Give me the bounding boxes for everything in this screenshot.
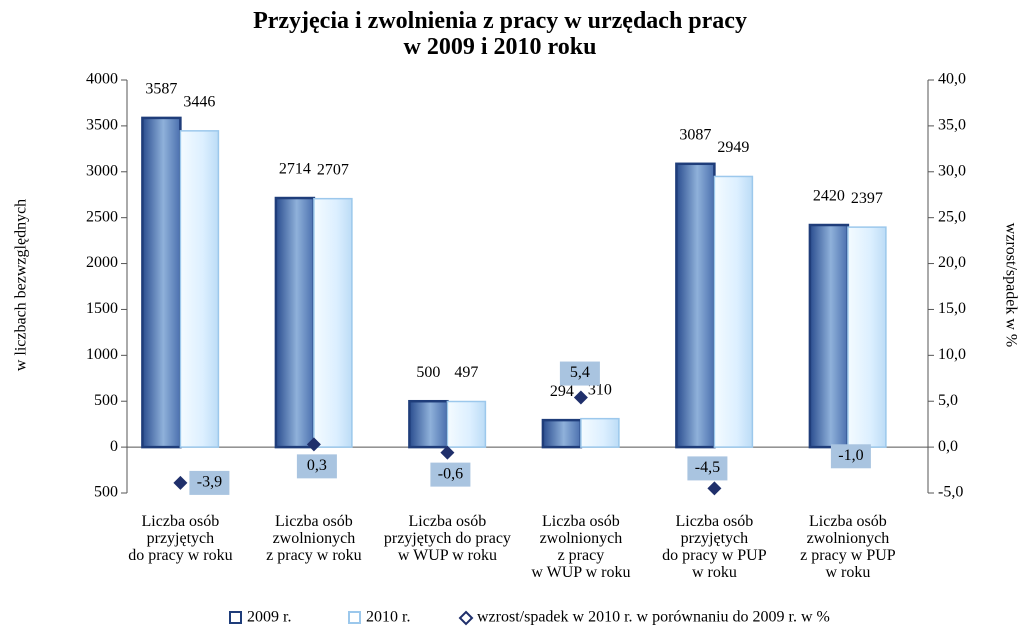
value-label-box xyxy=(296,454,337,479)
bar xyxy=(446,400,487,448)
bar-label: 2707 xyxy=(317,161,349,178)
y-tick-label: 1000 xyxy=(86,346,118,363)
diamond-marker xyxy=(173,475,188,490)
y2-tick-label: 10,0 xyxy=(938,346,966,363)
legend-swatch xyxy=(229,611,242,624)
bar xyxy=(675,162,716,449)
y-tick-label: 4000 xyxy=(86,71,118,88)
y2-tick-label: 30,0 xyxy=(938,162,966,179)
bar xyxy=(141,116,182,449)
diamond-marker xyxy=(707,481,722,496)
value-label: 0,3 xyxy=(307,457,327,474)
bar-label: 310 xyxy=(588,381,612,398)
value-label: -0,6 xyxy=(438,465,463,482)
y-axis-label: w liczbach bezwzględnych xyxy=(13,199,30,371)
diamond-marker xyxy=(306,437,321,452)
y-tick-label: 1500 xyxy=(86,300,118,317)
value-label: -4,5 xyxy=(695,459,720,476)
y-tick-label: 2500 xyxy=(86,208,118,225)
y2-tick-label: 40,0 xyxy=(938,71,966,88)
bar xyxy=(274,196,316,449)
value-label-box xyxy=(830,444,871,469)
value-label: -1,0 xyxy=(838,447,863,464)
y2-tick-label: 25,0 xyxy=(938,208,966,225)
legend-swatch xyxy=(348,611,361,624)
value-label-box xyxy=(430,462,471,487)
bar xyxy=(847,226,887,448)
bar-label: 3087 xyxy=(679,126,711,143)
y-tick-label: 500 xyxy=(94,392,118,409)
y-tick-label: 500 xyxy=(94,484,118,501)
bar xyxy=(580,417,620,448)
y2-tick-label: 20,0 xyxy=(938,254,966,271)
bar-label: 497 xyxy=(454,364,478,381)
bar-label: 2949 xyxy=(717,139,749,156)
value-label: 5,4 xyxy=(570,364,590,381)
bar-label: 2714 xyxy=(279,161,311,178)
y2-tick-label: 35,0 xyxy=(938,117,966,134)
bar xyxy=(713,175,754,448)
diamond-marker xyxy=(573,390,588,405)
chart-title: Przyjęcia i zwolnienia z pracy w urzędac… xyxy=(253,8,747,60)
y2-axis-label: wzrost/spadek w % xyxy=(1002,223,1019,347)
value-label-box xyxy=(189,470,230,495)
x-tick-label: Liczba osób przyjętych do pracy w roku xyxy=(128,513,232,564)
x-tick-label: Liczba osób zwolnionych z pracy w PUP w rok… xyxy=(800,513,896,581)
bar xyxy=(541,418,583,449)
y2-tick-label: -5,0 xyxy=(938,484,963,501)
y-tick-label: 3000 xyxy=(86,162,118,179)
legend-label: wzrost/spadek w 2010 r. w porównaniu do … xyxy=(477,609,830,626)
y2-tick-label: 15,0 xyxy=(938,300,966,317)
value-label-box xyxy=(559,361,600,386)
legend-label: 2009 r. xyxy=(247,609,291,626)
y2-tick-label: 5,0 xyxy=(938,392,958,409)
bar-label: 3446 xyxy=(183,94,215,111)
bar xyxy=(179,130,220,448)
x-tick-label: Liczba osób przyjętych do pracy w WUP w ro… xyxy=(384,513,511,564)
x-tick-label: Liczba osób zwolnionych z pracy w roku xyxy=(266,513,362,564)
y-tick-label: 0 xyxy=(110,438,118,455)
value-label: -3,9 xyxy=(197,474,222,491)
bar xyxy=(313,197,353,448)
value-label-box xyxy=(687,456,728,481)
x-tick-label: Liczba osób przyjętych do pracy w PUP w rok… xyxy=(662,513,767,581)
bar xyxy=(808,223,850,449)
y-tick-label: 2000 xyxy=(86,254,118,271)
x-tick-label: Liczba osób zwolnionych z pracy w WUP w rok… xyxy=(531,513,630,581)
bar-label: 294 xyxy=(550,383,574,400)
legend-swatch xyxy=(458,610,474,626)
y2-tick-label: 0,0 xyxy=(938,438,958,455)
bar xyxy=(408,399,449,449)
bar-label: 3587 xyxy=(145,81,177,98)
bar-label: 2420 xyxy=(813,188,845,205)
bar-label: 500 xyxy=(416,364,440,381)
bar-label: 2397 xyxy=(851,190,883,207)
diamond-marker xyxy=(440,445,455,460)
legend-label: 2010 r. xyxy=(366,609,410,626)
y-tick-label: 3500 xyxy=(86,117,118,134)
